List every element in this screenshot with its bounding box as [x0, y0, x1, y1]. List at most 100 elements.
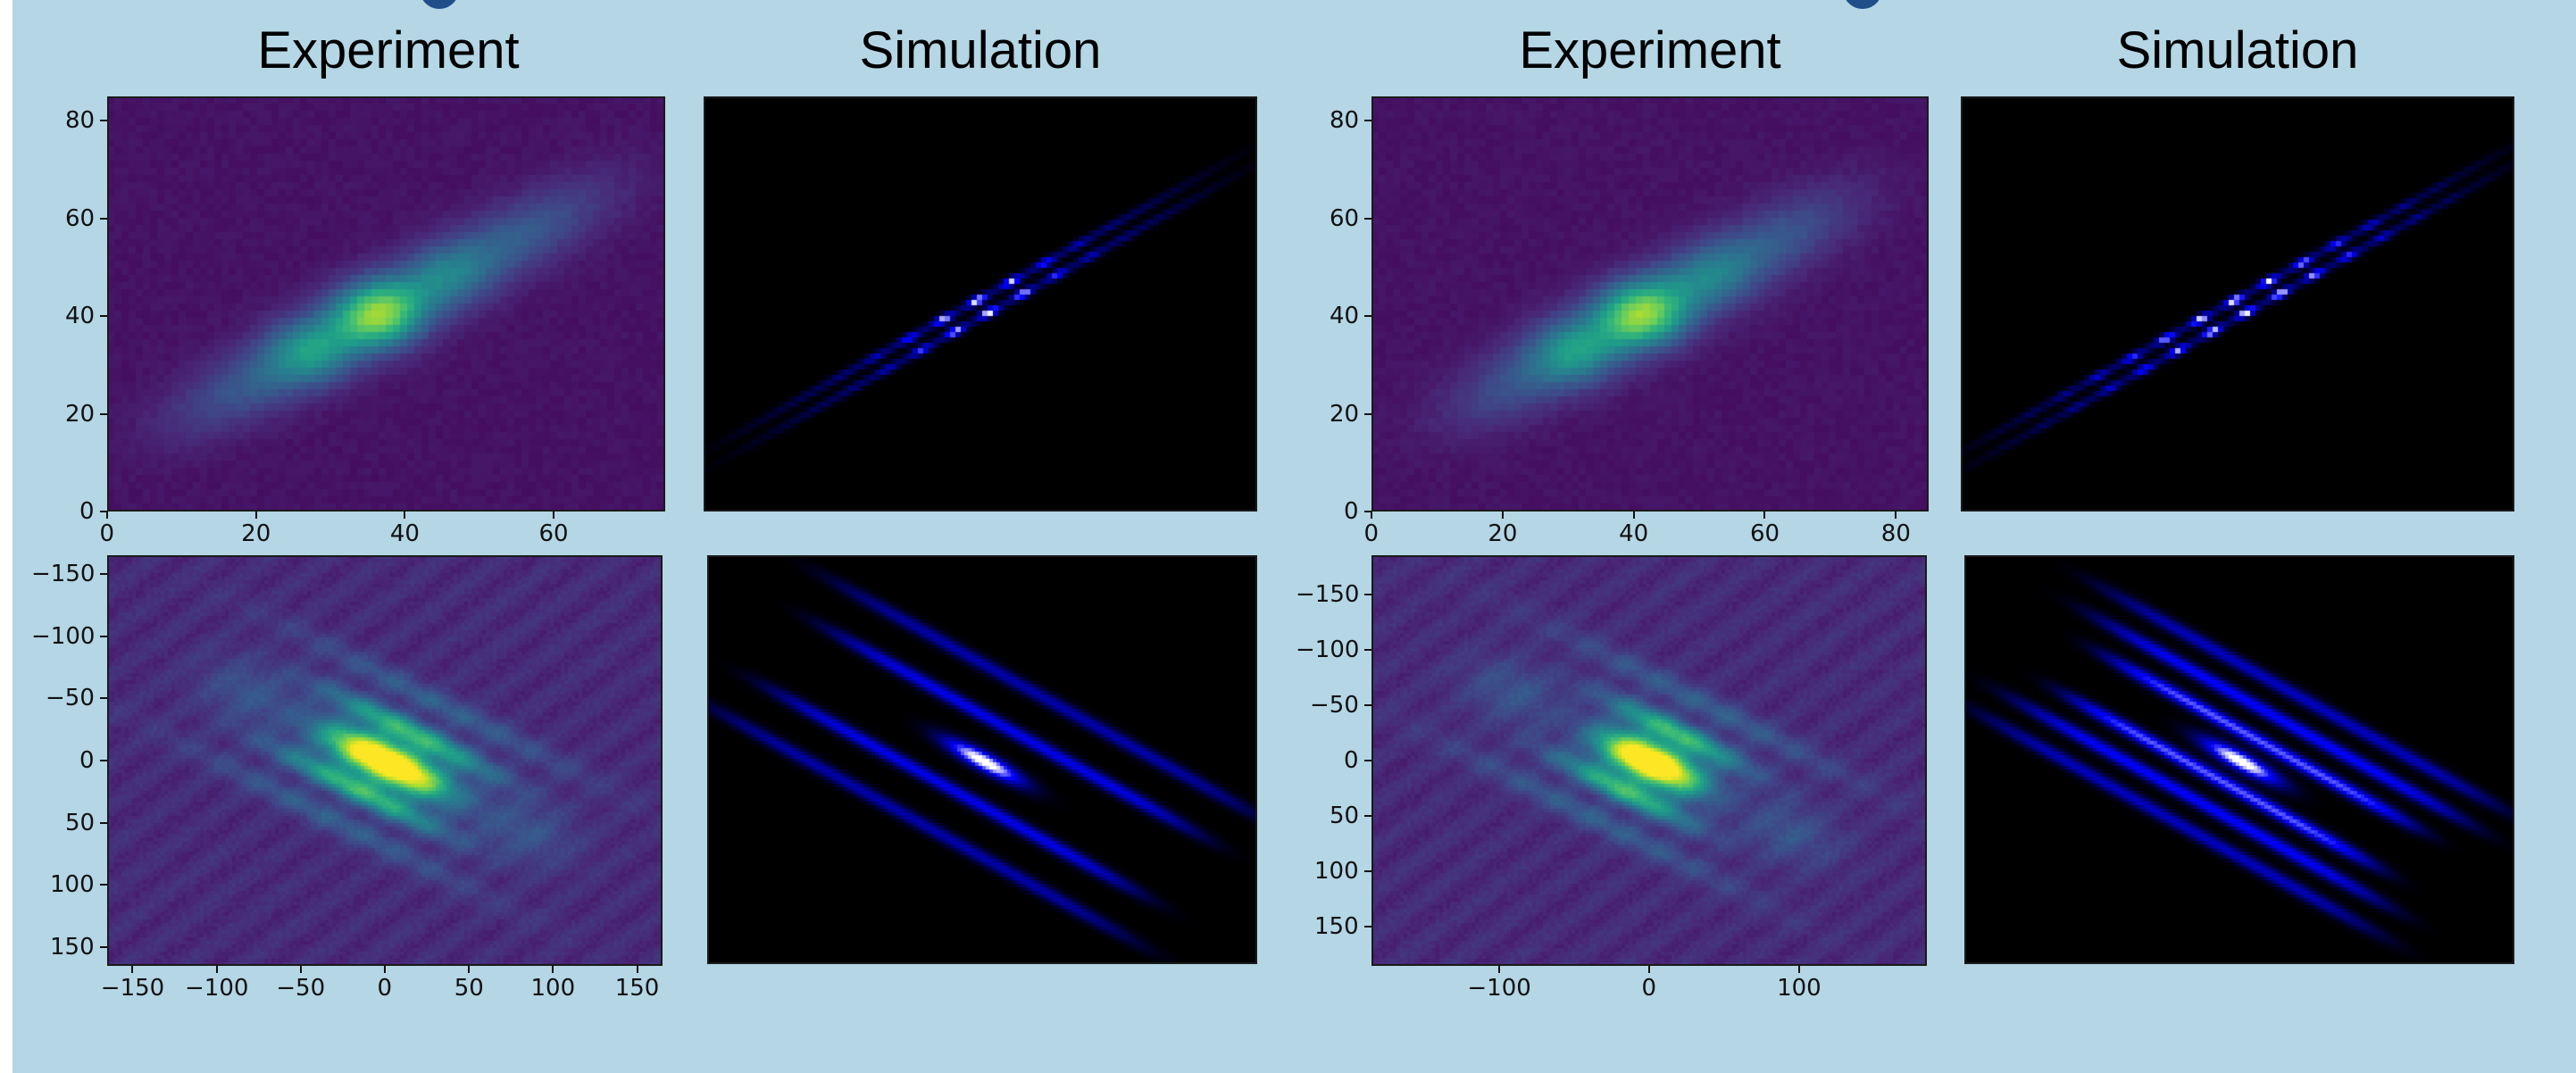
y-tick-label: 80	[65, 107, 96, 135]
x-tick-mark	[1371, 512, 1372, 519]
y-tick-label: −50	[46, 685, 95, 712]
x-tick-label: −100	[185, 975, 249, 1002]
x-tick-label: 50	[454, 975, 484, 1002]
x-tick-label: 100	[1777, 975, 1822, 1002]
x-tick-label: −150	[100, 975, 165, 1002]
x-tick-mark	[552, 966, 554, 973]
y-tick-mark	[1364, 511, 1371, 512]
x-tick-mark	[553, 512, 554, 519]
column-title-experiment-2: Experiment	[1519, 21, 1781, 79]
y-tick-mark	[100, 946, 107, 949]
y-tick-mark	[100, 412, 107, 415]
y-tick-mark	[1364, 760, 1371, 761]
x-tick-mark	[1763, 512, 1766, 519]
experiment-2-bottom-heatmap: −100 0 100 −150 −100 −50 0 50 100 150	[1296, 555, 1927, 1000]
y-tick-mark	[1364, 926, 1371, 928]
y-tick-label: 60	[65, 204, 96, 232]
y-tick-label: 50	[65, 809, 96, 836]
simulation-1-top-heatmap	[704, 96, 1257, 512]
x-tick-label: 0	[377, 975, 393, 1002]
y-tick-label: 0	[79, 747, 95, 774]
heatmap-image	[1961, 96, 2514, 512]
x-tick-mark	[254, 512, 257, 519]
y-tick-mark	[1364, 593, 1371, 595]
x-tick-label: −50	[276, 975, 326, 1002]
x-tick-mark	[131, 966, 134, 973]
heatmap-image	[1371, 96, 1929, 512]
y-tick-label: 0	[79, 498, 95, 525]
simulation-2-bottom-heatmap	[1964, 555, 2514, 964]
y-tick-mark	[100, 635, 107, 637]
x-tick-mark	[1798, 966, 1801, 973]
column-title-simulation-2: Simulation	[2116, 21, 2359, 79]
y-tick-label: 60	[1330, 204, 1360, 232]
y-tick-mark	[100, 315, 107, 318]
y-tick-label: 100	[50, 871, 95, 899]
y-tick-mark	[1364, 217, 1371, 220]
y-tick-mark	[100, 217, 107, 220]
y-tick-label: 100	[1314, 858, 1359, 886]
x-tick-mark	[384, 966, 386, 973]
x-tick-label: 40	[1619, 520, 1649, 547]
x-tick-mark	[215, 966, 218, 973]
heatmap-image	[704, 96, 1257, 512]
y-tick-label: 40	[65, 303, 96, 330]
y-tick-mark	[100, 697, 107, 700]
y-tick-label: −100	[31, 622, 96, 650]
experiment-1-bottom-heatmap: −150 −100 −50 0 50 100 150 −150 −100 −50 0 50 100 150	[31, 555, 663, 1000]
x-tick-label: 40	[389, 520, 420, 547]
x-tick-label: 60	[538, 520, 569, 547]
heatmap-image	[107, 96, 665, 512]
x-tick-label: 80	[1880, 520, 1911, 547]
x-tick-label: 20	[1488, 520, 1518, 547]
x-tick-mark	[404, 512, 406, 519]
x-tick-mark	[1632, 512, 1635, 519]
x-tick-mark	[106, 512, 108, 519]
y-tick-mark	[1364, 120, 1371, 122]
y-tick-label: 20	[65, 400, 96, 428]
x-tick-label: 20	[241, 520, 271, 547]
cut-off-title-glyph	[1843, 0, 1882, 9]
x-tick-label: 0	[1363, 520, 1380, 547]
y-tick-mark	[100, 884, 107, 886]
y-tick-label: 150	[50, 934, 95, 961]
simulation-1-bottom-heatmap	[707, 555, 1257, 964]
x-tick-mark	[636, 966, 638, 973]
heatmap-image	[1371, 555, 1927, 966]
y-tick-label: 50	[1330, 803, 1360, 830]
x-tick-mark	[1497, 966, 1500, 973]
column-title-experiment-1: Experiment	[257, 21, 520, 79]
y-tick-label: 80	[1330, 107, 1360, 135]
x-tick-label: 100	[530, 975, 576, 1002]
experiment-2-top-heatmap: 0 20 40 60 80 0 20 40 60 80	[1330, 96, 1929, 545]
heatmap-image	[707, 555, 1257, 964]
y-tick-mark	[1364, 315, 1371, 318]
x-tick-label: 150	[614, 975, 660, 1002]
y-tick-label: 0	[1344, 498, 1359, 525]
x-tick-mark	[1501, 512, 1504, 519]
y-tick-mark	[100, 821, 107, 824]
y-tick-label: 0	[1344, 747, 1359, 774]
x-tick-mark	[1895, 512, 1897, 519]
y-tick-mark	[100, 572, 107, 575]
y-tick-label: −150	[1296, 580, 1360, 608]
y-tick-mark	[100, 511, 107, 512]
y-tick-label: −150	[31, 560, 96, 587]
x-tick-mark	[1648, 966, 1650, 973]
y-tick-label: 20	[1330, 400, 1360, 428]
y-tick-label: −100	[1296, 636, 1360, 663]
y-tick-label: −50	[1310, 691, 1359, 719]
heatmap-image	[1964, 555, 2514, 964]
column-title-simulation-1: Simulation	[859, 21, 1102, 79]
x-tick-label: 0	[1641, 975, 1657, 1002]
y-tick-mark	[1364, 815, 1371, 818]
y-tick-mark	[1364, 412, 1371, 415]
x-tick-label: 60	[1749, 520, 1780, 547]
x-tick-label: −100	[1467, 975, 1531, 1002]
y-tick-mark	[100, 760, 107, 761]
x-tick-label: 0	[99, 520, 115, 547]
y-tick-label: 40	[1330, 303, 1360, 330]
cut-off-title-glyph	[420, 0, 459, 9]
y-tick-mark	[1364, 870, 1371, 873]
x-tick-mark	[468, 966, 471, 973]
